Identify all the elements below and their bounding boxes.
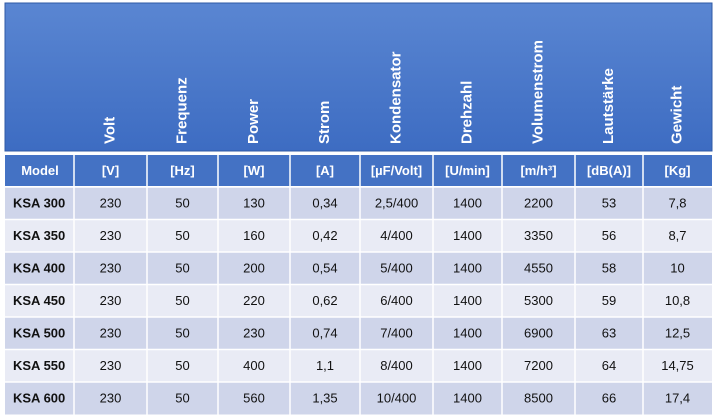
table-cell: 400 [243, 358, 265, 373]
table-cell: 4/400 [380, 228, 413, 243]
table-cell: 50 [175, 228, 189, 243]
table-cell: 64 [602, 358, 616, 373]
table-cell: 14,75 [661, 358, 694, 373]
table-cell: 8/400 [380, 358, 413, 373]
model-cell: KSA 550 [13, 358, 65, 373]
header-panel [4, 2, 713, 152]
table-cell: 10/400 [377, 391, 417, 406]
column-header: Power [245, 99, 262, 144]
table-cell: 6/400 [380, 293, 413, 308]
table-cell: 1,35 [312, 391, 337, 406]
unit-label: [W] [244, 163, 265, 178]
table-cell: 1400 [453, 293, 482, 308]
unit-label: [U/min] [445, 163, 490, 178]
table-cell: 230 [100, 261, 122, 276]
column-header: Gewicht [668, 86, 685, 144]
table-cell: 0,42 [312, 228, 337, 243]
table-cell: 1400 [453, 358, 482, 373]
table-row [5, 317, 712, 350]
table-cell: 5300 [524, 293, 553, 308]
model-cell: KSA 300 [13, 196, 65, 211]
table-cell: 63 [602, 326, 616, 341]
table-cell: 50 [175, 326, 189, 341]
table-cell: 7200 [524, 358, 553, 373]
table-cell: 0,34 [312, 196, 337, 211]
table-cell: 0,74 [312, 326, 337, 341]
table-cell: 12,5 [665, 326, 690, 341]
table-row [5, 284, 712, 317]
table-cell: 8,7 [668, 228, 686, 243]
table-cell: 230 [243, 326, 265, 341]
table-cell: 1400 [453, 326, 482, 341]
column-header: Lautstärke [600, 68, 617, 144]
table-cell: 53 [602, 196, 616, 211]
table-cell: 10,8 [665, 293, 690, 308]
unit-label: [A] [316, 163, 334, 178]
table-cell: 160 [243, 228, 265, 243]
table-cell: 3350 [524, 228, 553, 243]
table-cell: 1400 [453, 196, 482, 211]
table-cell: 59 [602, 293, 616, 308]
table-cell: 230 [100, 391, 122, 406]
table-cell: 230 [100, 293, 122, 308]
table-cell: 7,8 [668, 196, 686, 211]
table-cell: 2,5/400 [375, 196, 418, 211]
table-cell: 10 [670, 261, 684, 276]
unit-label: Model [21, 163, 59, 178]
table-cell: 58 [602, 261, 616, 276]
table-cell: 1400 [453, 391, 482, 406]
model-cell: KSA 600 [13, 391, 65, 406]
table-row [5, 252, 712, 285]
table-row [5, 382, 712, 415]
table-row [5, 219, 712, 252]
unit-label: [Hz] [170, 163, 195, 178]
table-cell: 560 [243, 391, 265, 406]
table-row [5, 349, 712, 382]
table-cell: 220 [243, 293, 265, 308]
model-cell: KSA 350 [13, 228, 65, 243]
table-cell: 0,54 [312, 261, 337, 276]
table-cell: 230 [100, 358, 122, 373]
table-cell: 50 [175, 358, 189, 373]
column-header: Volumenstrom [529, 40, 546, 144]
model-cell: KSA 500 [13, 326, 65, 341]
column-header: Kondensator [387, 51, 404, 144]
table-cell: 230 [100, 228, 122, 243]
table-cell: 6900 [524, 326, 553, 341]
table-cell: 50 [175, 196, 189, 211]
units-row [5, 155, 712, 186]
unit-label: [V] [102, 163, 119, 178]
table-cell: 230 [100, 196, 122, 211]
table-cell: 1400 [453, 261, 482, 276]
unit-label: [dB(A)] [587, 163, 631, 178]
table-cell: 17,4 [665, 391, 690, 406]
table-cell: 50 [175, 293, 189, 308]
column-header: Frequenz [173, 77, 190, 144]
column-header: Drehzahl [458, 81, 475, 144]
table-row [5, 187, 712, 220]
column-header: Strom [316, 101, 333, 144]
table-cell: 230 [100, 326, 122, 341]
table-cell: 130 [243, 196, 265, 211]
table-cell: 5/400 [380, 261, 413, 276]
unit-label: [m/h³] [520, 163, 556, 178]
table-cell: 2200 [524, 196, 553, 211]
table-cell: 56 [602, 228, 616, 243]
model-cell: KSA 400 [13, 261, 65, 276]
table-cell: 8500 [524, 391, 553, 406]
model-cell: KSA 450 [13, 293, 65, 308]
table-cell: 0,62 [312, 293, 337, 308]
column-header: Volt [101, 117, 118, 144]
table-cell: 66 [602, 391, 616, 406]
table-cell: 7/400 [380, 326, 413, 341]
table-cell: 1400 [453, 228, 482, 243]
table-cell: 50 [175, 261, 189, 276]
table-cell: 200 [243, 261, 265, 276]
unit-label: [µF/Volt] [371, 163, 422, 178]
table-cell: 50 [175, 391, 189, 406]
table-cell: 1,1 [316, 358, 334, 373]
unit-label: [Kg] [665, 163, 691, 178]
table-cell: 4550 [524, 261, 553, 276]
